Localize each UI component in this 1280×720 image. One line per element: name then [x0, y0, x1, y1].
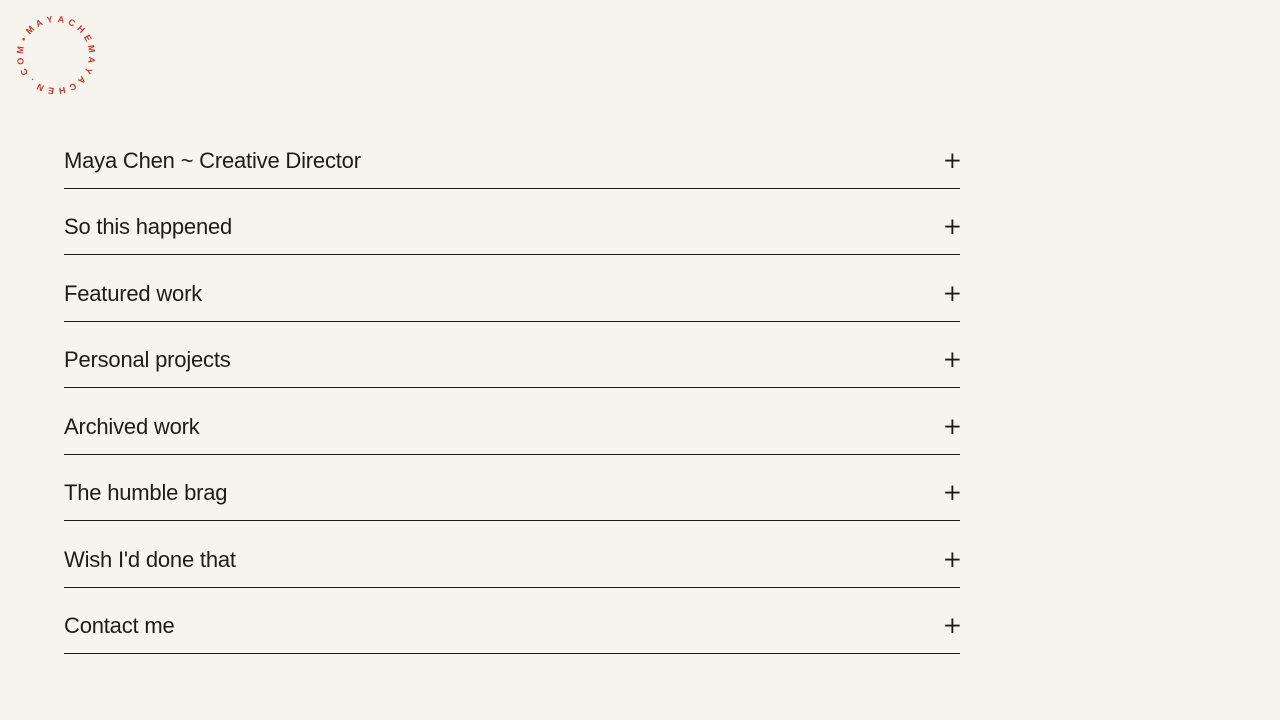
circular-logo-letter: H	[58, 84, 67, 96]
circular-logo-letter: H	[75, 23, 87, 35]
circular-logo-letter: O	[15, 56, 27, 66]
plus-icon[interactable]: +	[942, 347, 962, 374]
accordion-row-maya-chen-creative-director[interactable]: Maya Chen ~ Creative Director +	[64, 122, 962, 189]
plus-icon[interactable]: +	[942, 413, 962, 440]
accordion-row-wish-id-done-that[interactable]: Wish I'd done that +	[64, 521, 962, 588]
accordion-row-contact-me[interactable]: Contact me +	[64, 588, 962, 654]
accordion-row-label: Maya Chen ~ Creative Director	[64, 147, 361, 173]
circular-logo-letter: A	[33, 17, 45, 30]
circular-logo-letter: C	[67, 80, 79, 93]
circular-logo-letter: C	[66, 16, 77, 29]
circular-logo-letter: A	[57, 13, 65, 25]
circular-logo-letter: •	[18, 35, 29, 43]
circular-logo-letter: Y	[45, 14, 54, 25]
circular-logo-letter: N	[35, 81, 46, 94]
accordion-row-archived-work[interactable]: Archived work +	[64, 388, 962, 455]
plus-icon[interactable]: +	[942, 280, 962, 307]
circular-logo[interactable]: • M A Y A C H E M A Y A C H E N. C O M	[14, 13, 98, 97]
circular-logo-letter: M	[85, 44, 98, 54]
plus-icon[interactable]: +	[942, 147, 962, 174]
plus-icon[interactable]: +	[942, 480, 962, 507]
accordion-row-label: Contact me	[64, 613, 175, 639]
accordion-row-the-humble-brag[interactable]: The humble brag +	[64, 455, 962, 521]
accordion-row-label: Archived work	[64, 413, 200, 439]
plus-icon[interactable]: +	[942, 546, 962, 573]
circular-logo-letter: E	[47, 85, 55, 97]
plus-icon[interactable]: +	[942, 214, 962, 241]
accordion-row-label: Featured work	[64, 280, 203, 306]
accordion-row-featured-work[interactable]: Featured work +	[64, 255, 962, 322]
circular-logo-letter: M	[14, 45, 26, 55]
circular-logo-letter: Y	[82, 65, 95, 76]
accordion-menu: Maya Chen ~ Creative Director + So this …	[64, 122, 962, 654]
circular-logo-letter: M	[23, 23, 37, 37]
accordion-row-label: Personal projects	[64, 347, 231, 373]
accordion-row-so-this-happened[interactable]: So this happened +	[64, 189, 962, 255]
plus-icon[interactable]: +	[942, 613, 962, 640]
circular-logo-letter: .	[26, 76, 36, 86]
circular-logo-letter: A	[86, 56, 98, 64]
accordion-row-label: So this happened	[64, 214, 233, 240]
accordion-row-label: The humble brag	[64, 480, 228, 506]
accordion-row-label: Wish I'd done that	[64, 546, 236, 572]
accordion-row-personal-projects[interactable]: Personal projects +	[64, 322, 962, 388]
circular-logo-letter: C	[18, 66, 31, 78]
circular-logo-letter: A	[76, 74, 88, 86]
circular-logo-letter: E	[81, 33, 94, 44]
